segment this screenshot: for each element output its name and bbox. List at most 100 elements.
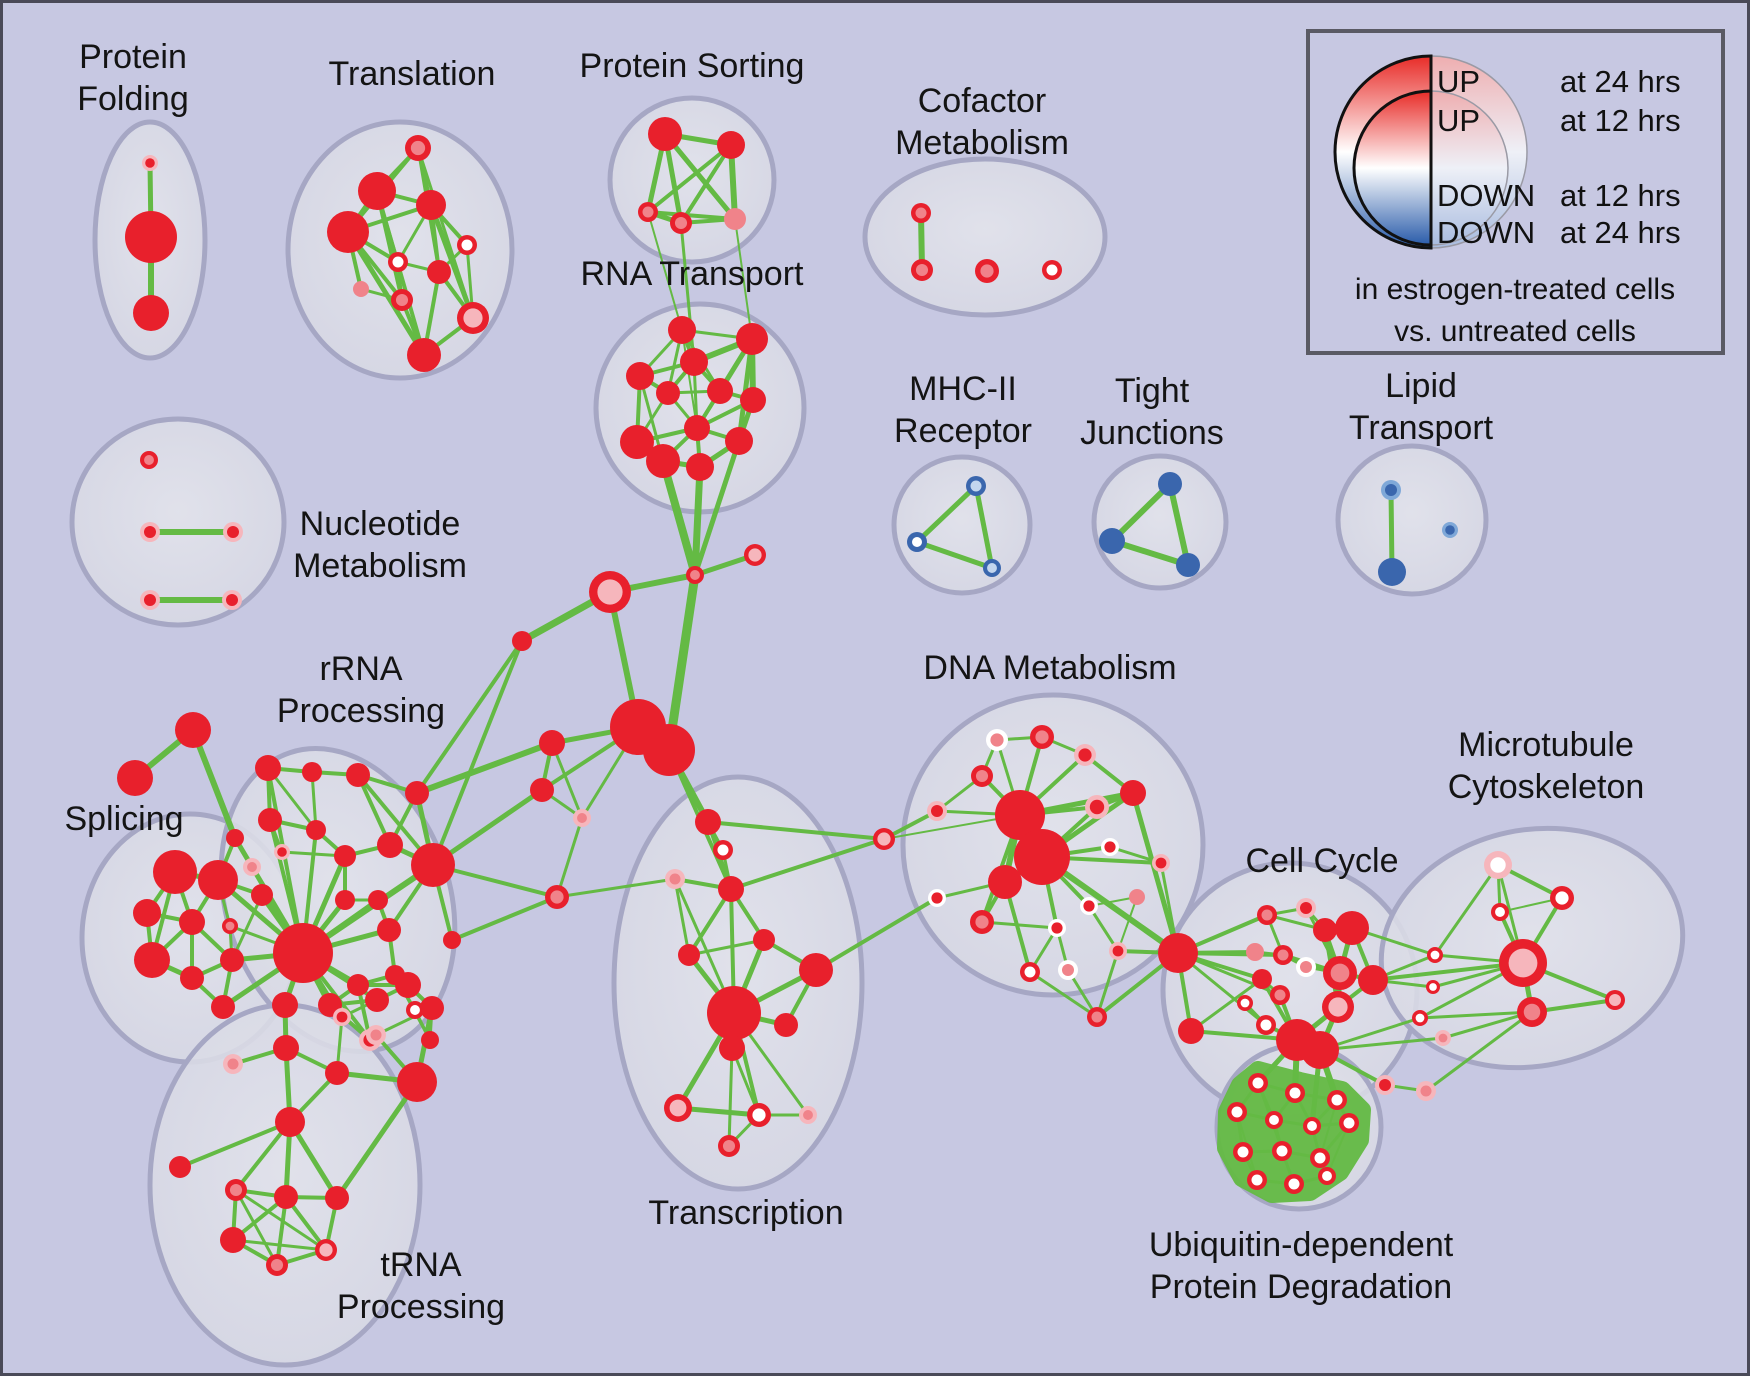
node-cc1-center [1300, 902, 1312, 914]
cluster-mhc-ii-receptor-label: MHC-II [909, 370, 1017, 408]
node-mh2-center [987, 563, 997, 573]
node-rr1 [302, 762, 322, 782]
edge-ps2-rt0 [647, 211, 683, 331]
edge-tx3-tx6 [687, 887, 733, 957]
node-rr6-center [247, 862, 257, 872]
node-hub1 [643, 724, 695, 776]
node-rt3 [680, 348, 708, 376]
node-rt4 [656, 381, 680, 405]
node-tj2 [1176, 553, 1200, 577]
edge-dm17-dm20 [1095, 949, 1120, 1019]
node-dm17-center [1112, 945, 1124, 957]
edge-bg0-rr21 [415, 639, 524, 795]
edge-mw2-mt4 [1418, 1010, 1534, 1020]
node-tj0 [1158, 472, 1182, 496]
node-tx7 [707, 986, 761, 1040]
node-ub1-center [1289, 1087, 1301, 1099]
node-tn4 [397, 1062, 437, 1102]
node-tl0-center [410, 140, 426, 156]
node-cf2-center [980, 264, 994, 278]
node-pq0-center [1379, 1079, 1391, 1091]
cluster-rrna-processing-label: Processing [277, 692, 445, 730]
edge-ub2-ub9 [1319, 1099, 1338, 1159]
node-mt2-center [1495, 907, 1505, 917]
node-cf0-center [915, 207, 927, 219]
node-mt3-center [1508, 948, 1538, 978]
node-rt8 [684, 415, 710, 441]
node-ub5-center [1307, 1121, 1317, 1131]
legend-row-time-3: at 24 hrs [1560, 215, 1681, 250]
edge-ps2-ps4 [646, 210, 737, 221]
node-mw2-center [1415, 1013, 1425, 1023]
cluster-lipid-transport-label: Transport [1349, 409, 1494, 447]
cluster-cell-cycle-label: Cell Cycle [1245, 842, 1398, 880]
node-rt1 [736, 323, 768, 355]
legend-note-line-1: vs. untreated cells [1394, 315, 1636, 348]
node-ps4 [724, 208, 746, 230]
legend-row-side-1: UP [1437, 103, 1480, 138]
edge-ct2-ct3 [555, 816, 584, 899]
node-tx4 [753, 929, 775, 951]
node-br1 [1178, 1018, 1204, 1044]
edge-dm18-dm20 [1028, 970, 1099, 1019]
edge-tn10-tn11 [231, 1238, 328, 1252]
node-sp4-center [225, 921, 235, 931]
edge-mw3-mt4 [1441, 1010, 1534, 1040]
node-tn10 [220, 1227, 246, 1253]
legend-row-side-2: DOWN [1437, 178, 1535, 213]
cluster-cofactor-metabolism-label: Cofactor [918, 82, 1047, 120]
node-rr21 [405, 781, 429, 805]
node-rr17-center [410, 1005, 420, 1015]
edge-rt0-rt8 [681, 329, 698, 429]
node-rr9 [273, 923, 333, 983]
edge-mh0-mh2 [973, 483, 995, 571]
legend: UP at 24 hrs UP at 12 hrs DOWN at 12 hrs DOWN a… [1306, 29, 1725, 355]
edge-dm15-dm17 [1117, 896, 1138, 952]
node-tx2-center [669, 873, 681, 885]
edge-rr0-rr4 [266, 766, 318, 832]
cluster-trna-processing-label: tRNA [380, 1246, 462, 1284]
cluster-protein-folding-label: Protein [79, 38, 187, 76]
node-dm15 [1129, 889, 1145, 905]
edge-tx0-bx0 [706, 820, 886, 841]
node-dm13-center [975, 915, 989, 929]
node-pf2 [133, 295, 169, 331]
node-sp3 [179, 909, 205, 935]
edge-mh1-mh2 [914, 539, 995, 571]
node-mw0-center [1430, 950, 1440, 960]
edge-rr20-ct3 [450, 895, 559, 942]
node-ub4-center [1269, 1115, 1279, 1125]
node-sp2 [133, 899, 161, 927]
edge-tx5-dm12 [814, 896, 939, 972]
node-ps2-center [642, 206, 654, 218]
node-tl4-center [461, 239, 473, 251]
node-tl7 [353, 281, 369, 297]
edge-ct0-ct2 [550, 741, 584, 820]
cluster-tight-junctions-ellipse [1091, 453, 1229, 591]
node-dm4-center [931, 805, 943, 817]
node-rt0 [668, 316, 696, 344]
legend-box [1306, 29, 1725, 355]
edge-st0-st2 [190, 727, 238, 841]
cluster-translation-ellipse [285, 119, 515, 381]
node-tn11-center [319, 1243, 333, 1257]
node-tn16 [395, 972, 421, 998]
node-cc2 [1313, 918, 1337, 942]
node-ct2-center [577, 813, 587, 823]
node-cc5-center [1277, 949, 1289, 961]
node-sp5 [134, 942, 170, 978]
node-bg0 [512, 631, 532, 651]
node-bx0-center [877, 832, 891, 846]
node-mt4-center [1523, 1003, 1541, 1021]
node-st1 [117, 760, 153, 796]
edge-cc13-mw3 [1318, 1036, 1445, 1052]
node-tn5 [275, 1107, 305, 1137]
edge-br1-cc7 [1189, 977, 1264, 1033]
node-cc4 [1246, 943, 1264, 961]
node-rt10 [646, 444, 680, 478]
cluster-translation-label: Translation [329, 55, 496, 93]
node-rtc0-center [690, 570, 700, 580]
node-rr12 [377, 918, 401, 942]
node-st2 [226, 829, 244, 847]
node-rt7 [620, 425, 654, 459]
